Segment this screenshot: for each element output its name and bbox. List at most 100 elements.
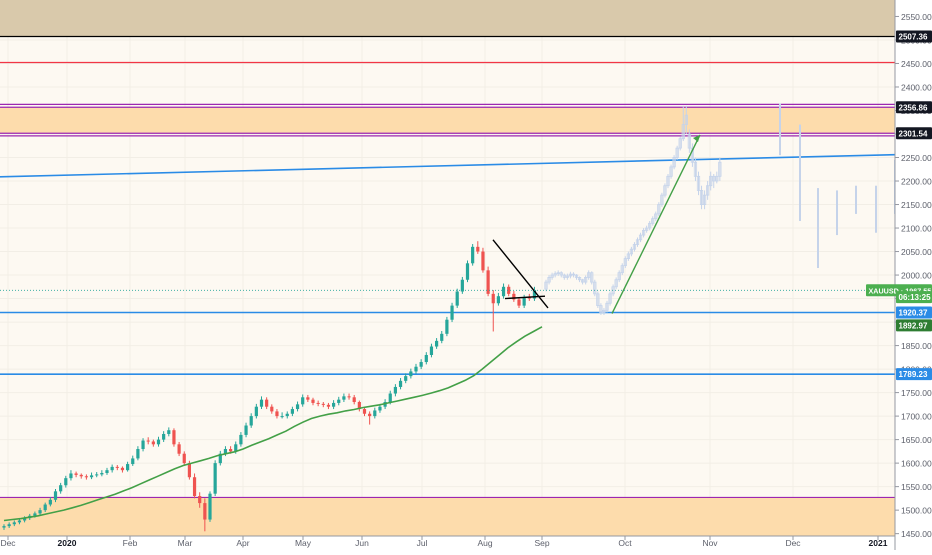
candle-body[interactable] xyxy=(213,463,217,494)
candle-body[interactable] xyxy=(38,510,42,514)
candle-body[interactable] xyxy=(373,410,377,417)
candle-body[interactable] xyxy=(280,416,284,418)
candle-body[interactable] xyxy=(100,472,104,475)
candle-body[interactable] xyxy=(362,409,367,414)
candle-body[interactable] xyxy=(17,520,22,523)
candle-body[interactable] xyxy=(167,430,171,434)
candle-body[interactable] xyxy=(301,397,305,405)
price-label-p1892[interactable] xyxy=(896,319,932,332)
candle-body[interactable] xyxy=(347,396,351,398)
candle-body[interactable] xyxy=(471,246,475,264)
candle-body[interactable] xyxy=(203,503,207,520)
candle-body[interactable] xyxy=(450,305,454,320)
candle-body[interactable] xyxy=(223,449,228,454)
candle-body[interactable] xyxy=(156,439,161,445)
candle-body[interactable] xyxy=(357,402,361,410)
candle-body[interactable] xyxy=(120,467,125,471)
candle-body[interactable] xyxy=(69,473,73,479)
candle-body[interactable] xyxy=(332,402,336,407)
candle-body[interactable] xyxy=(229,449,233,452)
candle-body[interactable] xyxy=(95,474,99,476)
candle-body[interactable] xyxy=(136,449,140,459)
candle-body[interactable] xyxy=(316,402,320,404)
candle-body[interactable] xyxy=(151,441,155,445)
candle-body[interactable] xyxy=(342,396,346,400)
candle-body[interactable] xyxy=(131,458,135,465)
candle-body[interactable] xyxy=(445,319,449,334)
candle-body[interactable] xyxy=(501,286,506,297)
candle-body[interactable] xyxy=(429,346,434,355)
price-label-ptimer[interactable] xyxy=(896,291,932,304)
candle-body[interactable] xyxy=(465,263,470,280)
candle-body[interactable] xyxy=(23,518,27,521)
candle-body[interactable] xyxy=(64,478,68,486)
candle-body[interactable] xyxy=(79,474,83,477)
candle-body[interactable] xyxy=(187,463,191,478)
candle-body[interactable] xyxy=(414,366,418,372)
candle-body[interactable] xyxy=(507,286,511,294)
candle-body[interactable] xyxy=(440,333,444,341)
candle-body[interactable] xyxy=(146,440,150,442)
candle-body[interactable] xyxy=(53,491,58,500)
candle-body[interactable] xyxy=(275,411,279,417)
candle-body[interactable] xyxy=(290,409,294,414)
price-label-p2507[interactable] xyxy=(896,30,932,43)
candle-body[interactable] xyxy=(244,425,248,435)
candle-body[interactable] xyxy=(265,399,269,407)
candle-body[interactable] xyxy=(172,430,176,445)
candle-body[interactable] xyxy=(198,496,202,504)
candle-body[interactable] xyxy=(270,406,274,412)
candle-body[interactable] xyxy=(321,403,325,405)
candle-body[interactable] xyxy=(512,293,516,300)
candle-body[interactable] xyxy=(218,453,222,464)
candle-body[interactable] xyxy=(259,399,264,407)
candle-body[interactable] xyxy=(126,464,130,471)
candle-body[interactable] xyxy=(326,404,331,407)
candle-body[interactable] xyxy=(532,290,537,299)
candle-body[interactable] xyxy=(481,251,485,271)
candle-body[interactable] xyxy=(141,440,145,450)
price-label-p2301[interactable] xyxy=(896,127,932,140)
candle-body[interactable] xyxy=(435,340,439,347)
candle-body[interactable] xyxy=(110,466,114,471)
price-label-p1920[interactable] xyxy=(896,306,932,319)
candle-body[interactable] xyxy=(285,413,289,417)
price-label-p2356[interactable] xyxy=(896,101,932,114)
candle-body[interactable] xyxy=(424,354,428,363)
candle-body[interactable] xyxy=(105,470,109,473)
candle-body[interactable] xyxy=(388,393,392,402)
candle-body[interactable] xyxy=(59,485,63,492)
price-label-p1789[interactable] xyxy=(896,368,932,381)
candle-body[interactable] xyxy=(115,466,119,468)
candle-body[interactable] xyxy=(48,499,52,505)
candle-body[interactable] xyxy=(74,473,78,475)
candle-body[interactable] xyxy=(162,433,166,440)
candle-body[interactable] xyxy=(295,404,300,410)
moving-average-line[interactable] xyxy=(3,326,543,522)
candle-body[interactable] xyxy=(249,416,253,426)
candle-body[interactable] xyxy=(12,522,16,525)
candle-body[interactable] xyxy=(311,399,315,403)
candle-body[interactable] xyxy=(378,406,382,411)
candle-body[interactable] xyxy=(177,444,181,454)
candle-body[interactable] xyxy=(460,279,464,292)
candle-body[interactable] xyxy=(491,293,495,304)
candle-body[interactable] xyxy=(486,270,490,294)
green-projection-arrow[interactable] xyxy=(611,134,701,314)
candle-body[interactable] xyxy=(239,434,243,445)
candle-body[interactable] xyxy=(398,380,403,387)
candle-body[interactable] xyxy=(419,362,423,367)
candle-body[interactable] xyxy=(306,397,310,400)
candle-body[interactable] xyxy=(404,376,408,381)
candle-body[interactable] xyxy=(393,386,397,394)
candle-body[interactable] xyxy=(368,413,372,417)
candle-body[interactable] xyxy=(455,291,459,306)
candle-body[interactable] xyxy=(89,475,94,478)
candle-body[interactable] xyxy=(337,399,341,403)
candle-body[interactable] xyxy=(84,476,88,478)
candle-body[interactable] xyxy=(496,296,500,304)
candle-body[interactable] xyxy=(43,504,47,511)
triangle-lower-line[interactable] xyxy=(504,295,546,300)
rising-blue-trendline[interactable] xyxy=(0,153,896,178)
